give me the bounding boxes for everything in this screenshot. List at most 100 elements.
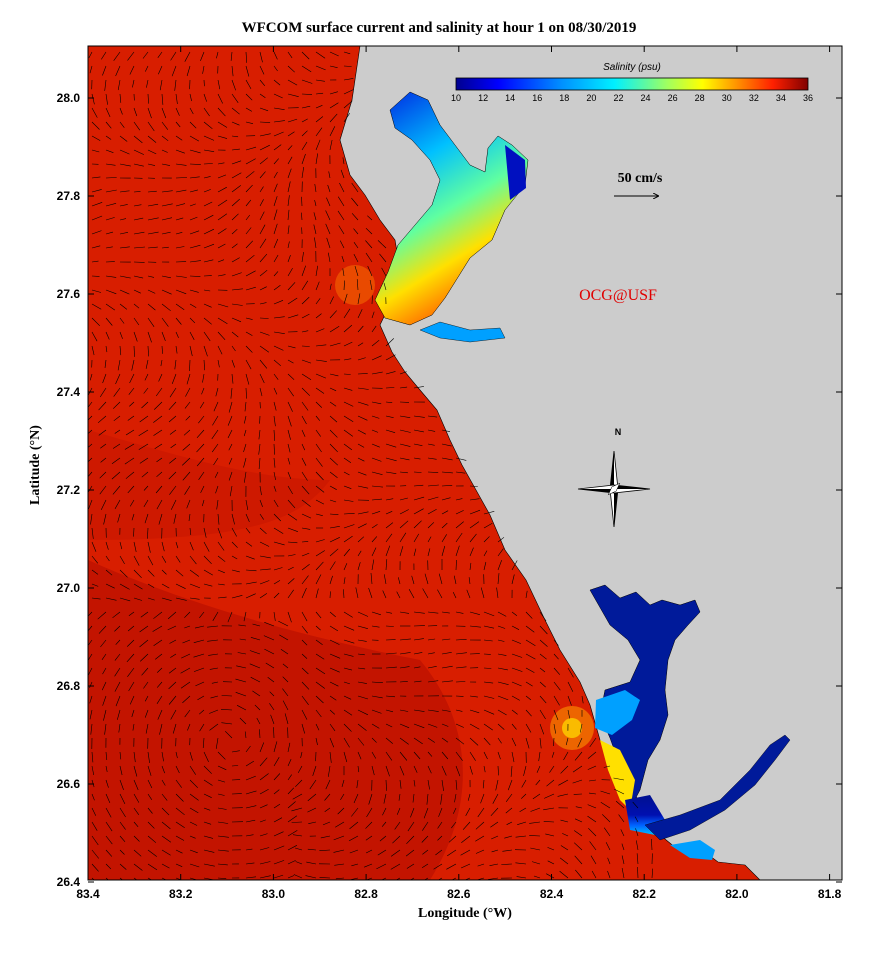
current-arrow: [114, 653, 121, 661]
current-arrow: [273, 131, 284, 137]
current-arrow: [170, 499, 177, 510]
current-arrow: [252, 623, 261, 627]
current-arrow: [89, 373, 93, 381]
current-arrow: [231, 121, 240, 126]
current-arrow: [497, 653, 507, 656]
current-arrow: [245, 331, 253, 336]
current-arrow: [357, 415, 368, 421]
current-arrow: [315, 550, 325, 557]
current-arrow: [189, 93, 192, 102]
current-arrow: [101, 653, 107, 660]
current-arrow: [511, 723, 517, 730]
current-arrow: [413, 471, 422, 473]
current-arrow: [413, 751, 421, 760]
x-tick-label: 81.8: [818, 887, 842, 901]
current-arrow: [315, 457, 323, 467]
current-arrow: [231, 79, 236, 91]
current-arrow: [173, 513, 177, 524]
current-arrow: [259, 211, 265, 221]
current-arrow: [203, 201, 213, 207]
current-arrow: [175, 232, 183, 235]
current-arrow: [343, 639, 355, 644]
current-arrow: [292, 834, 303, 837]
current-arrow: [203, 779, 213, 786]
current-arrow: [105, 345, 108, 353]
current-arrow: [329, 737, 335, 748]
current-arrow: [245, 65, 250, 77]
current-arrow: [406, 835, 415, 845]
current-arrow: [312, 765, 317, 776]
current-arrow: [301, 587, 307, 599]
current-arrow: [105, 765, 108, 772]
current-arrow: [189, 541, 194, 551]
current-arrow: [357, 751, 362, 760]
current-arrow: [385, 666, 397, 669]
current-arrow: [314, 183, 317, 193]
current-arrow: [217, 317, 228, 325]
current-arrow: [399, 611, 410, 614]
current-arrow: [273, 457, 276, 468]
current-arrow: [371, 355, 382, 361]
current-arrow: [221, 722, 233, 725]
current-arrow: [244, 731, 247, 739]
current-arrow: [147, 569, 155, 577]
current-arrow: [356, 279, 359, 291]
current-arrow: [315, 561, 324, 571]
current-arrow: [158, 373, 163, 382]
current-arrow: [169, 639, 177, 644]
current-arrow: [235, 692, 247, 697]
current-arrow: [189, 275, 201, 277]
current-arrow: [329, 401, 337, 407]
current-arrow: [441, 737, 449, 743]
current-arrow: [325, 779, 331, 790]
current-arrow: [399, 429, 411, 433]
current-arrow: [259, 121, 271, 123]
current-arrow: [371, 339, 380, 347]
current-arrow: [133, 569, 142, 579]
current-arrow: [231, 750, 240, 753]
current-arrow: [314, 200, 317, 207]
current-arrow: [371, 485, 383, 488]
current-arrow: [525, 667, 535, 673]
current-arrow: [441, 429, 451, 432]
current-arrow: [620, 829, 625, 837]
current-arrow: [413, 443, 423, 446]
current-arrow: [539, 611, 547, 622]
current-arrow: [315, 105, 323, 109]
current-arrow: [273, 238, 279, 249]
current-arrow: [441, 765, 447, 776]
current-arrow: [279, 634, 289, 641]
current-arrow: [343, 563, 348, 571]
current-arrow: [301, 471, 308, 481]
current-arrow: [315, 298, 321, 305]
colorbar-label: 18: [559, 93, 569, 103]
current-arrow: [229, 485, 233, 497]
current-arrow: [357, 562, 361, 571]
current-arrow: [105, 821, 113, 832]
current-arrow: [170, 51, 177, 61]
current-arrow: [189, 583, 201, 589]
current-arrow: [383, 793, 387, 804]
current-arrow: [99, 471, 107, 479]
current-arrow: [329, 415, 338, 423]
current-arrow: [455, 765, 461, 777]
current-arrow: [119, 93, 122, 103]
current-arrow: [128, 681, 135, 692]
current-arrow: [287, 830, 298, 837]
current-arrow: [195, 681, 205, 687]
current-arrow: [203, 793, 212, 798]
current-arrow: [543, 821, 555, 823]
current-arrow: [259, 485, 262, 496]
current-arrow: [182, 695, 191, 704]
current-arrow: [413, 638, 424, 641]
current-arrow: [315, 639, 323, 645]
current-arrow: [433, 863, 443, 870]
current-arrow: [357, 429, 366, 435]
current-arrow: [259, 819, 266, 823]
current-arrow: [343, 457, 352, 463]
current-arrow: [315, 653, 325, 660]
current-arrow: [287, 373, 295, 380]
current-arrow: [119, 107, 123, 115]
current-arrow: [287, 742, 291, 753]
current-arrow: [270, 714, 275, 725]
